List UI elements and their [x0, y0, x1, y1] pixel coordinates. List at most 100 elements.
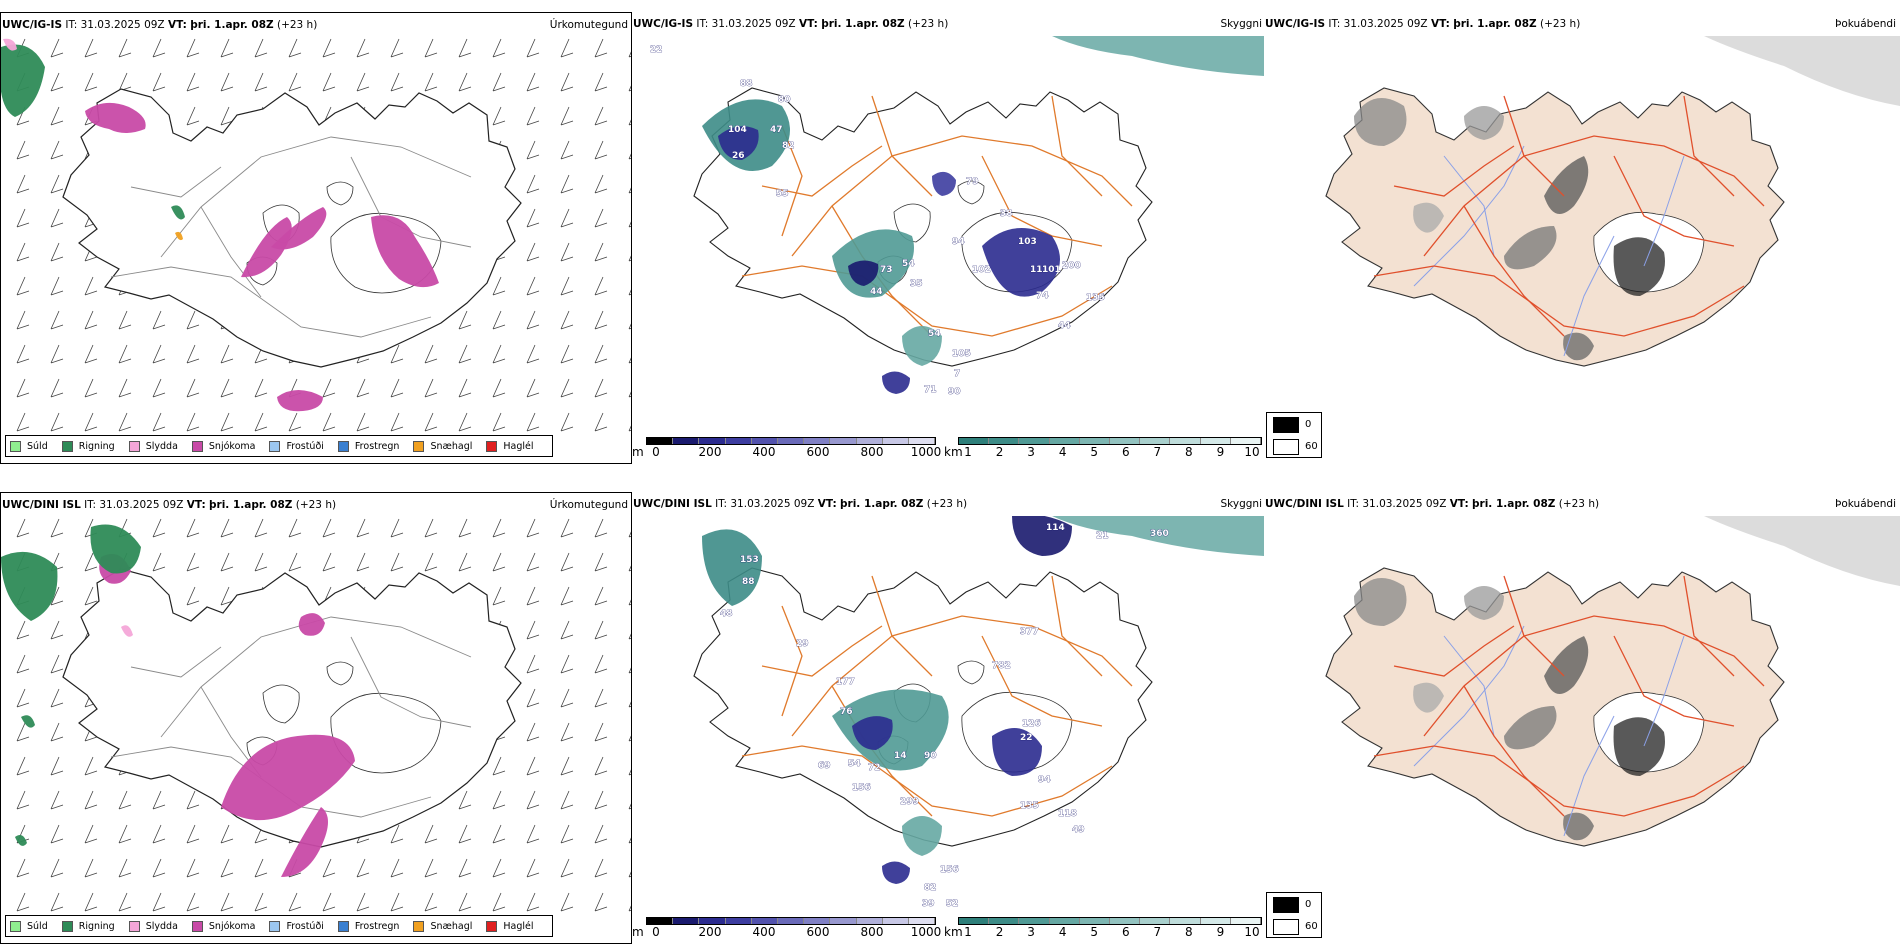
- colorbar-tick-label: 600: [806, 925, 830, 939]
- colorbar-unit: km: [944, 925, 963, 939]
- colorbar-tick-label: 1: [964, 925, 972, 939]
- legend-label: Rigning: [78, 920, 115, 932]
- fog-legend: 0 60: [1266, 892, 1322, 938]
- colorbar-tick-label: 9: [1216, 445, 1225, 459]
- colorbar-tick-label: 5: [1090, 925, 1099, 939]
- precip-legend-item: Frostregn: [337, 920, 400, 932]
- colorbar-tick-label: 200: [698, 925, 722, 939]
- legend-swatch: [486, 920, 498, 932]
- colorbar-tick-label: 2: [995, 925, 1004, 939]
- visibility-panel-bottom: UWC/DINI ISL IT: 31.03.2025 09Z VT: þri.…: [632, 492, 1264, 944]
- colorbar-strip: [958, 437, 1262, 445]
- fog-legend-label: 0: [1305, 419, 1312, 430]
- visibility-value-label: 153: [740, 555, 759, 565]
- precip-legend-item: Slydda: [128, 440, 178, 452]
- fog-indicator-area: [1504, 226, 1557, 270]
- road-network: [1373, 575, 1765, 817]
- visibility-value-label: 82: [782, 141, 795, 151]
- colorbar-tick-label: 400: [752, 925, 776, 939]
- fog-legend-swatch: [1273, 919, 1299, 935]
- precip-legend-item: Snæhagl: [413, 440, 473, 452]
- precip-legend-item: Snjókoma: [191, 920, 255, 932]
- precip-area: [298, 613, 325, 636]
- legend-swatch: [269, 440, 281, 452]
- fog-indicator-area: [1544, 636, 1589, 694]
- precip-legend-item: Súld: [10, 920, 48, 932]
- visibility-value-label: 54: [848, 759, 861, 769]
- legend-label: Slydda: [145, 440, 178, 452]
- fog-indicator-area: [1464, 106, 1504, 140]
- precip-map[interactable]: [1, 37, 631, 437]
- fog-legend-swatch: [1273, 417, 1299, 433]
- precip-area: [21, 715, 35, 728]
- legend-swatch: [413, 920, 425, 932]
- fog-indicator-area: [1354, 98, 1407, 146]
- visibility-value-label: 90: [924, 751, 937, 761]
- legend-label: Frostregn: [354, 440, 400, 452]
- visibility-value-label: 82: [924, 883, 937, 893]
- low-visibility-area: [848, 260, 879, 286]
- colorbar-tick-label: 6: [1121, 445, 1130, 459]
- fog-indicator-area: [1613, 717, 1665, 776]
- visibility-value-label: 72: [868, 763, 881, 773]
- legend-label: Haglél: [503, 440, 534, 452]
- colorbar-tick-label: 6: [1121, 925, 1130, 939]
- sea-fog-area: [1052, 516, 1264, 556]
- fog-panel-bottom: UWC/DINI ISL IT: 31.03.2025 09Z VT: þri.…: [1264, 492, 1900, 944]
- low-visibility-area: [902, 816, 942, 856]
- visibility-value-label: 38: [1000, 209, 1013, 219]
- precip-area: [15, 835, 27, 846]
- colorbar-tick-label: 400: [752, 445, 776, 459]
- fog-legend-label: 60: [1305, 921, 1318, 932]
- sea-fog-area: [1052, 36, 1264, 76]
- visibility-map[interactable]: 114 21 360 153 88 48 377 29 782 177 76 126 54 72 14 90 6…: [632, 516, 1264, 916]
- fog-legend-label: 0: [1305, 899, 1312, 910]
- fog-legend-swatch: [1273, 439, 1299, 455]
- coastline: [693, 87, 1153, 367]
- colorbar-tick-label: 7: [1153, 925, 1162, 939]
- fog-map[interactable]: [1264, 516, 1900, 916]
- visibility-colorbar: km 1 2 3 4 5 6 7 8 9 10: [944, 437, 1264, 461]
- fog-legend: 0 60: [1266, 412, 1322, 458]
- coastline: [62, 568, 522, 848]
- low-visibility-area: [882, 371, 910, 394]
- legend-label: Slydda: [145, 920, 178, 932]
- colorbar-tick-label: 800: [860, 445, 884, 459]
- fog-indicator-area: [1413, 682, 1444, 713]
- legend-swatch: [10, 920, 21, 932]
- visibility-value-label: 11: [1030, 265, 1043, 275]
- road-network: [110, 136, 472, 338]
- colorbar-tick-label: 1: [964, 445, 972, 459]
- legend-swatch: [337, 920, 349, 932]
- precip-area: [85, 102, 146, 133]
- visibility-value-label: 22: [1020, 733, 1033, 743]
- low-visibility-area: [992, 728, 1042, 776]
- visibility-value-label: 101: [1042, 265, 1061, 275]
- colorbar-tick-label: 7: [1153, 445, 1162, 459]
- panel-title: Þokuábendi: [1835, 498, 1896, 510]
- colorbar-tick-label: 3: [1027, 445, 1035, 459]
- ceiling-colorbar: m 0 200 400 600 800 1000: [632, 917, 941, 941]
- legend-label: Snjókoma: [208, 440, 256, 452]
- river-network: [1413, 145, 1685, 357]
- legend-label: Frostregn: [354, 920, 400, 932]
- precip-map[interactable]: [1, 517, 631, 917]
- visibility-value-label: 29: [796, 639, 809, 649]
- colorbar-strip: [646, 437, 936, 445]
- visibility-value-label: 377: [1020, 627, 1039, 637]
- visibility-value-label: 71: [924, 385, 937, 395]
- panel-title: Úrkomutegund: [549, 499, 628, 511]
- visibility-value-label: 299: [900, 797, 919, 807]
- visibility-value-label: 200: [1062, 261, 1081, 271]
- precip-area: [1, 551, 58, 621]
- legend-swatch: [128, 920, 140, 932]
- precip-legend: Súld Rigning Slydda Snjókoma Frostúði Frostre…: [5, 435, 553, 457]
- legend-label: Snæhagl: [430, 440, 473, 452]
- colorbar-tick-label: 3: [1027, 925, 1035, 939]
- panel-header: UWC/DINI ISL IT: 31.03.2025 09Z VT: þri.…: [2, 499, 337, 511]
- visibility-value-label: 54: [902, 259, 915, 269]
- fog-map[interactable]: [1264, 36, 1900, 436]
- precip-area: [221, 734, 355, 821]
- legend-swatch: [128, 440, 140, 452]
